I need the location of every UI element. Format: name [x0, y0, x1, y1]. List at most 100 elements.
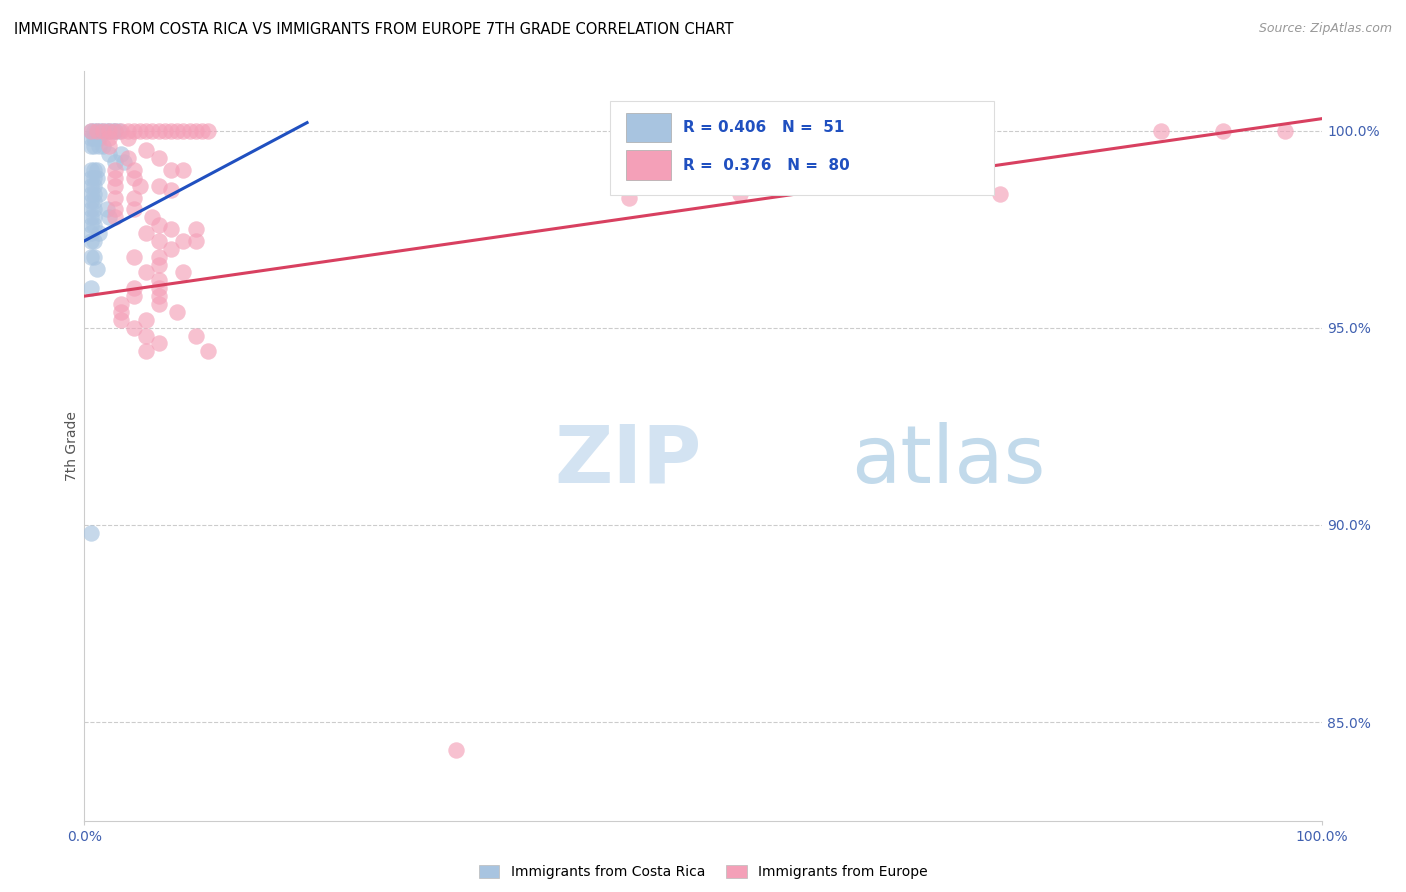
Point	[160, 163, 183, 178]
Point	[148, 289, 170, 303]
Point	[83, 202, 105, 217]
Point	[79, 131, 101, 145]
Point	[197, 123, 219, 137]
Point	[172, 123, 194, 137]
Point	[184, 328, 207, 343]
Point	[98, 147, 121, 161]
Point	[98, 131, 121, 145]
Point	[110, 297, 132, 311]
Point	[91, 123, 114, 137]
Point	[86, 261, 108, 276]
Point	[135, 328, 157, 343]
Point	[172, 163, 194, 178]
Point	[166, 123, 188, 137]
Point	[184, 123, 207, 137]
Point	[112, 155, 135, 169]
Point	[135, 265, 157, 279]
Point	[160, 123, 183, 137]
Point	[148, 123, 170, 137]
Point	[160, 183, 183, 197]
Point	[197, 344, 219, 359]
Point	[79, 218, 101, 232]
Point	[86, 163, 108, 178]
Point	[184, 222, 207, 236]
Point	[117, 131, 139, 145]
Point	[96, 202, 118, 217]
Point	[98, 139, 121, 153]
Point	[108, 123, 131, 137]
Point	[135, 123, 157, 137]
Point	[117, 151, 139, 165]
Point	[122, 289, 145, 303]
Point	[1212, 123, 1234, 137]
Point	[89, 123, 111, 137]
Point	[122, 163, 145, 178]
Point	[160, 242, 183, 256]
Point	[148, 234, 170, 248]
Point	[117, 123, 139, 137]
Point	[148, 281, 170, 295]
Point	[79, 202, 101, 217]
Point	[79, 234, 101, 248]
Point	[153, 123, 176, 137]
Point	[148, 336, 170, 351]
Point	[79, 123, 101, 137]
Point	[135, 344, 157, 359]
Point	[122, 123, 145, 137]
Point	[83, 194, 105, 209]
Point	[617, 190, 640, 204]
Point	[172, 234, 194, 248]
Point	[988, 186, 1011, 201]
Point	[110, 147, 132, 161]
Point	[166, 305, 188, 319]
Text: ZIP: ZIP	[554, 422, 702, 500]
Point	[79, 186, 101, 201]
Point	[79, 226, 101, 240]
Point	[104, 178, 127, 193]
Point	[122, 250, 145, 264]
Point	[101, 123, 124, 137]
Point	[104, 123, 127, 137]
Point	[86, 123, 108, 137]
Point	[104, 190, 127, 204]
Text: Source: ZipAtlas.com: Source: ZipAtlas.com	[1258, 22, 1392, 36]
Point	[83, 211, 105, 225]
Point	[83, 178, 105, 193]
Point	[122, 320, 145, 334]
Point	[83, 234, 105, 248]
Point	[79, 281, 101, 295]
Point	[122, 190, 145, 204]
Point	[91, 123, 114, 137]
Point	[104, 202, 127, 217]
Point	[129, 178, 152, 193]
Point	[98, 123, 121, 137]
Legend: Immigrants from Costa Rica, Immigrants from Europe: Immigrants from Costa Rica, Immigrants f…	[472, 860, 934, 885]
FancyBboxPatch shape	[610, 102, 994, 195]
Point	[79, 139, 101, 153]
Point	[148, 297, 170, 311]
Point	[148, 258, 170, 272]
Point	[728, 186, 751, 201]
Point	[122, 202, 145, 217]
Point	[104, 170, 127, 185]
Point	[104, 123, 127, 137]
Point	[83, 123, 105, 137]
Point	[79, 250, 101, 264]
Point	[79, 163, 101, 178]
Point	[98, 211, 121, 225]
Point	[83, 170, 105, 185]
Point	[172, 265, 194, 279]
Point	[179, 123, 201, 137]
Text: R =  0.376   N =  80: R = 0.376 N = 80	[683, 158, 851, 172]
Point	[89, 226, 111, 240]
Point	[184, 234, 207, 248]
Text: atlas: atlas	[852, 422, 1046, 500]
Point	[89, 131, 111, 145]
Point	[135, 313, 157, 327]
Point	[86, 123, 108, 137]
Point	[122, 281, 145, 295]
Point	[1150, 123, 1173, 137]
Point	[104, 211, 127, 225]
Point	[148, 218, 170, 232]
Point	[79, 194, 101, 209]
